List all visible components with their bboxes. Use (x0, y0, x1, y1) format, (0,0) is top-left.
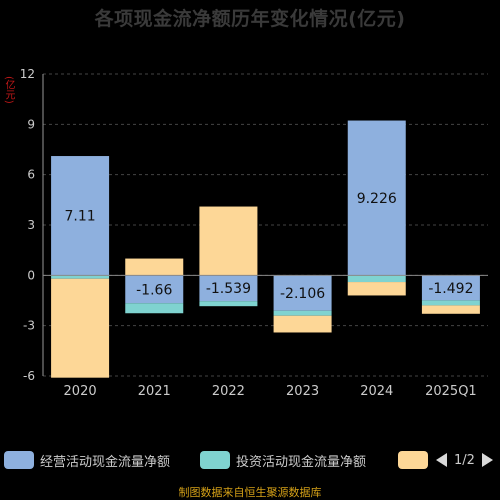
bar-segment-s0 (273, 275, 332, 311)
bar-segment-s1 (125, 303, 184, 314)
legend-pager: 1/2 (436, 448, 493, 472)
data-label: 9.226 (357, 191, 397, 207)
y-tick-label: -6 (23, 369, 35, 383)
legend-swatch-investing (200, 451, 230, 469)
bar-segment-s1 (51, 275, 110, 279)
bar-segment-s1 (421, 300, 480, 306)
bar-segment-s1 (273, 310, 332, 316)
bar-segment-s0 (199, 275, 258, 302)
data-label: -1.66 (136, 282, 172, 298)
bar-segment-s2 (199, 206, 258, 276)
legend-item-investing[interactable]: 投资活动现金流量净额 (200, 448, 366, 472)
legend-page-indicator: 1/2 (454, 452, 475, 468)
bar-segment-s2 (273, 315, 332, 333)
legend-prev-icon[interactable] (436, 453, 447, 467)
source-footer: 制图数据来自恒生聚源数据库 (178, 486, 322, 499)
chart: -6 -3 0 3 6 9 12 2020 2021 2022 2023 2024 2025Q1 7.11… (20, 67, 488, 399)
y-tick-label: 6 (27, 168, 35, 182)
legend-label-investing: 投资活动现金流量净额 (236, 454, 367, 470)
legend-item-operating[interactable]: 经营活动现金流量净额 (4, 448, 170, 472)
legend-next-icon[interactable] (481, 453, 493, 467)
bar-segment-s1 (199, 301, 258, 307)
y-tick-label: 9 (27, 117, 35, 131)
legend-item-financing[interactable] (398, 448, 434, 472)
x-tick-label: 2024 (360, 384, 393, 399)
y-tick-label: 3 (27, 218, 35, 232)
x-tick-label: 2020 (64, 384, 97, 399)
bar-segment-s1 (347, 275, 406, 283)
y-tick-label: 0 (27, 268, 35, 282)
x-tick-label: 2021 (138, 384, 171, 399)
bar-segment-s2 (125, 258, 184, 276)
bar-segment-s0 (347, 120, 406, 276)
legend-swatch-financing (398, 451, 428, 469)
data-label: -2.106 (280, 286, 325, 302)
x-tick-label: 2023 (286, 384, 319, 399)
data-label: -1.539 (206, 281, 251, 297)
bar-segment-s0 (125, 275, 184, 304)
bar-segment-s0 (51, 156, 110, 276)
legend: 经营活动现金流量净额 投资活动现金流量净额 1/2 (0, 448, 500, 472)
chart-title: 各项现金流净额历年变化情况(亿元) (94, 8, 406, 30)
bar-segment-s2 (51, 278, 110, 378)
y-axis-unit: (亿元) (3, 76, 14, 104)
data-label: 7.11 (64, 209, 95, 225)
legend-swatch-operating (4, 451, 34, 469)
bar-segment-s2 (347, 282, 406, 296)
bar-segment-s2 (421, 305, 480, 314)
y-tick-label: 12 (20, 67, 35, 81)
bar-segment-s0 (421, 275, 480, 301)
legend-label-operating: 经营活动现金流量净额 (40, 454, 171, 470)
x-tick-label: 2022 (212, 384, 245, 399)
data-label: -1.492 (428, 281, 473, 297)
x-tick-label: 2025Q1 (425, 384, 477, 399)
y-tick-label: -3 (23, 319, 35, 333)
